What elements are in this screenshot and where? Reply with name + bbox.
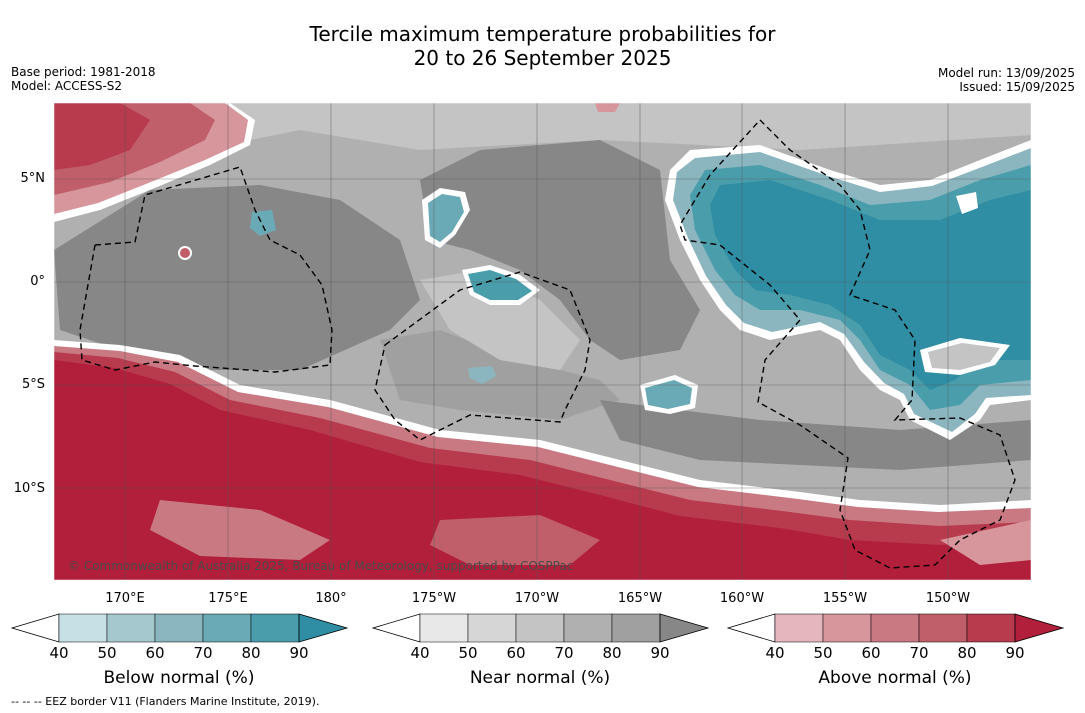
above-bottom-patch1 (150, 500, 330, 560)
below-blob1 (428, 194, 464, 242)
lon-label-150w: 150°W (925, 591, 971, 606)
probability-field (54, 103, 1031, 580)
eez-footnote: -- -- -- EEZ border V11 (Flanders Marine… (11, 695, 320, 708)
above-dot (180, 248, 190, 258)
above-bottom-90 (54, 360, 1031, 580)
near-40-region (200, 103, 1031, 150)
near-60-region (420, 270, 580, 370)
tick: 70 (193, 644, 213, 662)
meta-left: Base period: 1981-2018 Model: ACCESS-S2 (11, 65, 156, 93)
lat-label-0: 0° (30, 274, 45, 289)
lat-label-5s: 5°S (21, 377, 45, 392)
tick: 40 (765, 644, 785, 662)
tick: 70 (554, 644, 574, 662)
colorbar-below (10, 613, 349, 643)
below-blob3 (645, 380, 692, 409)
tick: 70 (909, 644, 929, 662)
model-name: Model: ACCESS-S2 (11, 79, 123, 93)
tick: 60 (506, 644, 526, 662)
colorbar-below-title: Below normal (%) (103, 668, 255, 688)
near-island (928, 343, 1000, 370)
lat-label-10s: 10°S (13, 481, 45, 496)
tick: 50 (458, 644, 478, 662)
model-run: Model run: 13/09/2025 (937, 66, 1075, 80)
map-frame (53, 102, 1032, 581)
colorbar-above-title: Above normal (%) (818, 668, 972, 688)
colorbar-near (371, 613, 710, 643)
near-90-region-west (54, 185, 420, 370)
below-blob6 (956, 192, 978, 214)
tick: 80 (241, 644, 261, 662)
tick: 90 (650, 644, 670, 662)
tick: 40 (49, 644, 69, 662)
lat-label-5n: 5°N (20, 171, 46, 186)
eez-borders (79, 119, 1016, 569)
near-80-region (380, 330, 620, 420)
lon-label-170w: 170°W (514, 591, 560, 606)
lon-label-175e: 175°E (208, 591, 248, 606)
tick: 60 (145, 644, 165, 662)
lon-label-170e: 170°E (105, 591, 145, 606)
above-bottom-patch2 (430, 515, 600, 565)
above-topleft-80 (54, 103, 150, 170)
tick: 80 (602, 644, 622, 662)
above-bottom-patch3 (940, 520, 1031, 565)
lon-label-180: 180° (315, 591, 347, 606)
map-title-line2: 20 to 26 September 2025 (413, 46, 672, 70)
tick: 80 (957, 644, 977, 662)
meta-right: Model run: 13/09/2025 Issued: 15/09/2025 (938, 66, 1075, 94)
lon-label-165w: 165°W (617, 591, 663, 606)
base-period: Base period: 1981-2018 (11, 65, 156, 79)
colorbar-near-title: Near normal (%) (469, 668, 611, 688)
copyright-text: © Commonwealth of Australia 2025, Bureau… (68, 559, 574, 573)
colorbar-above (726, 613, 1065, 643)
tick: 40 (410, 644, 430, 662)
map-title-line1: Tercile maximum temperature probabilitie… (309, 22, 776, 46)
near-90-region-central (420, 140, 700, 360)
above-top-small (595, 103, 620, 112)
tick: 60 (861, 644, 881, 662)
tick: 90 (1005, 644, 1025, 662)
lon-label-160w: 160°W (719, 591, 765, 606)
below-blob5 (250, 210, 276, 236)
below-90-region (710, 180, 1031, 390)
lon-label-155w: 155°W (822, 591, 868, 606)
lon-label-175w: 175°W (411, 591, 457, 606)
gridlines (54, 103, 1031, 580)
below-blob2 (468, 270, 532, 300)
below-blob4 (468, 366, 496, 384)
tick: 50 (813, 644, 833, 662)
tick: 90 (289, 644, 309, 662)
issued-date: Issued: 15/09/2025 (959, 80, 1075, 94)
tick: 50 (97, 644, 117, 662)
